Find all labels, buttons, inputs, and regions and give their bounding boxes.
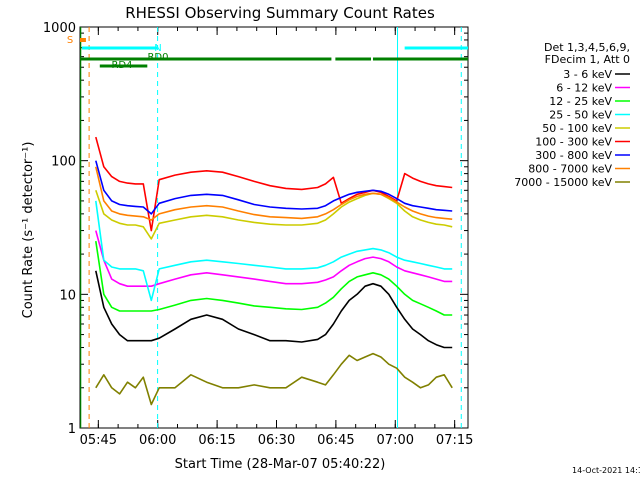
x-tick-label: 05:45 bbox=[80, 433, 117, 448]
series-line-4 bbox=[95, 190, 453, 240]
legend-entry-label: 100 - 300 keV bbox=[535, 136, 612, 149]
legend-entry-label: 300 - 800 keV bbox=[535, 149, 612, 162]
y-tick-label: 1 bbox=[68, 422, 76, 437]
plot-area: 1 10 100 1000 05:45 06:00 06:15 06:30 06:45 07:00… bbox=[43, 21, 473, 448]
series-line-1 bbox=[95, 230, 453, 287]
flag-bar-n bbox=[404, 46, 468, 50]
flag-bar-rd0 bbox=[372, 57, 468, 61]
flag-bar-rd0 bbox=[335, 57, 371, 61]
series-line-6 bbox=[95, 160, 453, 215]
series-line-7 bbox=[95, 166, 453, 221]
chart-title: RHESSI Observing Summary Count Rates bbox=[125, 4, 435, 22]
x-tick-label: 06:45 bbox=[317, 433, 354, 448]
series-line-3 bbox=[95, 200, 453, 302]
flag-bar-n bbox=[81, 46, 158, 50]
x-tick-label: 07:00 bbox=[377, 433, 414, 448]
series-line-8 bbox=[95, 352, 453, 406]
legend-header-fdecim: FDecim 1, Att 0 bbox=[545, 53, 630, 66]
legend-entry-label: 12 - 25 keV bbox=[549, 95, 612, 108]
x-tick-label: 07:15 bbox=[436, 433, 473, 448]
y-axis-label: Count Rate (s⁻¹ detector⁻¹) bbox=[21, 142, 36, 319]
series-line-0 bbox=[95, 270, 453, 349]
legend-entry-label: 50 - 100 keV bbox=[542, 122, 612, 135]
plot-frame bbox=[79, 26, 469, 429]
flag-bar-rd0 bbox=[80, 57, 332, 61]
series-line-5 bbox=[95, 136, 453, 232]
legend-header-det: Det 1,3,4,5,6,9, bbox=[544, 41, 630, 54]
legend-entry-label: 800 - 7000 keV bbox=[528, 163, 612, 176]
x-axis-label: Start Time (28-Mar-07 05:40:22) bbox=[175, 457, 386, 472]
y-tick-label: 1000 bbox=[43, 21, 76, 36]
timestamp: 14-Oct-2021 14:11 bbox=[572, 466, 640, 475]
flag-bar-s bbox=[80, 38, 86, 42]
x-tick-label: 06:00 bbox=[139, 433, 176, 448]
flag-bar-rd4 bbox=[99, 64, 148, 68]
series-line-2 bbox=[95, 240, 453, 316]
flag-label-rd4: RD4 bbox=[111, 60, 132, 71]
x-tick-label: 06:30 bbox=[258, 433, 295, 448]
legend-entry-label: 6 - 12 keV bbox=[556, 82, 612, 95]
y-tick-label: 100 bbox=[51, 155, 76, 170]
y-tick-label: 10 bbox=[59, 288, 76, 303]
legend-entry-label: 25 - 50 keV bbox=[549, 109, 612, 122]
x-tick-label: 06:15 bbox=[198, 433, 235, 448]
flag-label-s: S bbox=[67, 35, 73, 46]
legend-entry-label: 7000 - 15000 keV bbox=[514, 176, 612, 189]
flag-label-n: N bbox=[154, 43, 161, 54]
flag-label-rd0: RD0 bbox=[147, 52, 168, 63]
legend-entry-label: 3 - 6 keV bbox=[563, 68, 612, 81]
